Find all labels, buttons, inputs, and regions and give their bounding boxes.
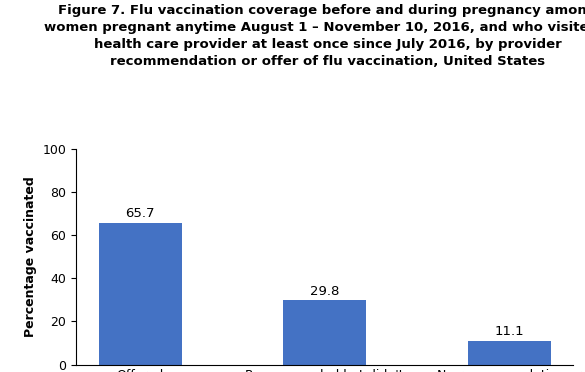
Bar [99, 223, 182, 365]
Bar [283, 300, 366, 365]
Y-axis label: Percentage vaccinated: Percentage vaccinated [24, 176, 37, 337]
Text: 29.8: 29.8 [310, 285, 339, 298]
Text: 11.1: 11.1 [494, 325, 524, 338]
Text: 65.7: 65.7 [125, 207, 155, 220]
Bar [467, 341, 550, 365]
Text: Figure 7. Flu vaccination coverage before and during pregnancy among
women pregn: Figure 7. Flu vaccination coverage befor… [44, 4, 585, 68]
